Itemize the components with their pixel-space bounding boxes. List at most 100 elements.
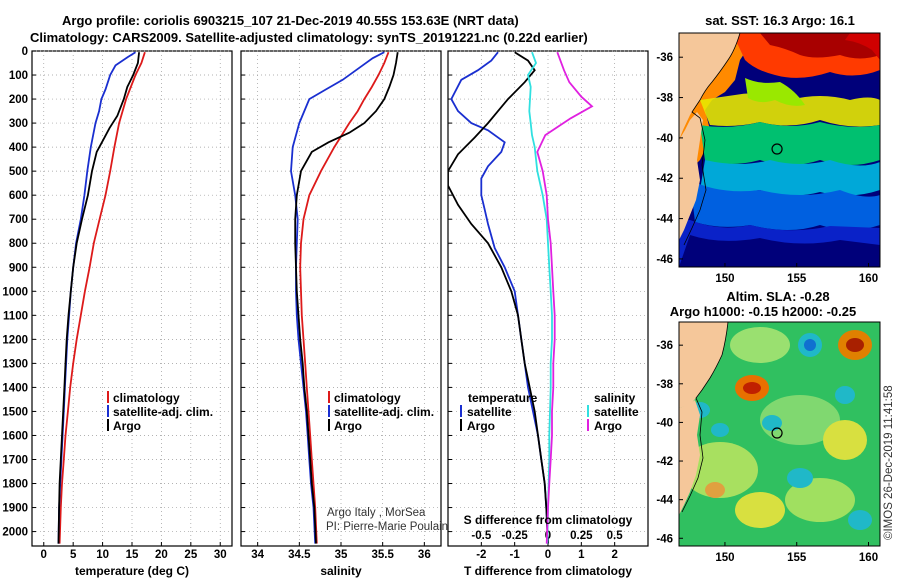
map-tick-labels: 150 155 160 -36 -38 -40 -42 -44 -46 150 155 160 -36 -… [656,52,878,564]
sla-map-image [679,322,880,546]
t-difference-tick-label: 2 [611,549,617,561]
depth-tick-label: 600 [9,190,28,202]
map-lon-tick-label: 160 [859,552,878,564]
s-difference-tick-label: 0.25 [570,530,593,542]
s-difference-tick-label: 0.5 [607,530,624,542]
legend-climatology-label: climatology [334,391,401,405]
salinity-tick-label: 34 [251,549,264,561]
salinity-tick-label: 35.5 [371,549,394,561]
series-line-argo [57,52,140,544]
map-lat-tick-label: -38 [656,379,673,391]
depth-tick-label: 1200 [2,334,28,346]
depth-tick-label: 700 [9,214,28,226]
legend-s-argo-label: Argo [594,419,622,433]
x-tick-labels: 0 5 10 15 20 25 30 34 34.5 35 35.5 36 -2 -1 0 1 2 -0.5 -0.… [41,530,624,561]
map-lat-tick-label: -40 [656,417,673,429]
series-line-climatology [58,51,146,544]
map-lon-tick-label: 155 [787,273,807,285]
series-line-salinity-argo [536,51,594,544]
legend-climatology-label: climatology [113,391,180,405]
temperature-legend: climatology satellite-adj. clim. Argo [107,391,213,433]
s-difference-tick-label: -0.5 [471,530,491,542]
legend-argo-label: Argo [113,419,141,433]
legend-satellite-label: satellite-adj. clim. [113,405,213,419]
depth-tick-label: 0 [22,46,28,58]
credit-program: Argo Italy , MorSea [327,507,426,519]
salinity-tick-label: 36 [418,549,431,561]
t-difference-tick-label: -2 [476,549,486,561]
imos-credit: ©IMOS 26-Dec-2019 11:41:58 [883,385,895,540]
sla-map-subtitle: Argo h1000: -0.15 h2000: -0.25 [670,304,856,319]
map-lat-tick-label: -40 [656,133,673,145]
legend-satellite-label: satellite-adj. clim. [334,405,434,419]
depth-tick-label: 900 [9,262,28,274]
map-lat-tick-label: -44 [656,214,673,226]
t-difference-tick-label: -1 [510,549,521,561]
figure-title-line2: Climatology: CARS2009. Satellite-adjuste… [30,30,588,45]
series-line-climatology [299,51,390,544]
map-lat-tick-label: -36 [656,340,673,352]
depth-tick-label: 1500 [2,406,28,418]
s-difference-tick-label: -0.25 [502,530,529,542]
sla-map-title: Altim. SLA: -0.28 [726,289,829,304]
temperature-tick-label: 5 [70,549,77,561]
depth-tick-label: 1400 [2,382,28,394]
depth-tick-label: 1900 [2,503,28,515]
t-difference-tick-label: 1 [578,549,585,561]
legend-s-satellite-label: satellite [594,405,639,419]
temperature-tick-label: 0 [41,549,47,561]
depth-tick-label: 1100 [3,310,28,322]
map-lon-tick-label: 155 [787,552,807,564]
depth-ticks: 0 100 200 300 400 500 600 700 800 900 1000 1100 1200… [2,46,28,539]
credit-pi: PI: Pierre-Marie Poulain [326,521,448,533]
series-line-salinity-satellite [527,51,553,544]
series-line-argo [294,52,399,544]
temperature-tick-label: 25 [184,549,197,561]
map-lon-tick-label: 160 [859,273,878,285]
depth-tick-label: 300 [9,118,28,130]
s-difference-axis-label: S difference from climatology [464,513,633,527]
sla-map-frame [678,321,881,547]
sst-map-frame [678,32,881,268]
series-line-satellite-adj-clim- [290,51,385,544]
legend-temperature-header: temperature [468,391,538,405]
map-lat-tick-label: -42 [656,173,673,185]
map-lat-tick-label: -46 [656,254,673,266]
sla-float-marker [771,427,783,439]
map-lon-tick-label: 150 [715,273,734,285]
sst-float-marker [771,143,783,155]
depth-tick-label: 400 [9,142,28,154]
sst-map-image [679,33,880,267]
map-lat-tick-label: -38 [656,93,673,105]
legend-t-argo-label: Argo [467,419,495,433]
depth-tick-label: 1800 [2,479,28,491]
depth-tick-label: 1700 [2,454,28,466]
grid-lines [32,50,648,546]
profile-series [57,51,594,544]
temperature-tick-label: 20 [155,549,168,561]
depth-tick-label: 100 [9,70,28,82]
t-difference-axis-label: T difference from climatology [464,564,632,578]
sst-map-title: sat. SST: 16.3 Argo: 16.1 [705,13,855,28]
map-lat-tick-label: -44 [656,495,673,507]
depth-tick-label: 2000 [2,527,28,539]
legend-salinity-header: salinity [594,391,636,405]
difference-legend: temperature salinity satellite Argo sate… [460,391,639,433]
t-difference-tick-label: 0 [545,549,551,561]
map-lat-tick-label: -36 [656,52,673,64]
depth-tick-label: 1300 [2,358,28,370]
map-lat-tick-label: -46 [656,533,673,545]
salinity-axis-label: salinity [320,564,362,578]
salinity-tick-label: 34.5 [288,549,311,561]
salinity-tick-label: 35 [335,549,348,561]
depth-tick-label: 1000 [2,286,28,298]
legend-t-satellite-label: satellite [467,405,512,419]
map-lat-tick-label: -42 [656,456,673,468]
depth-tick-label: 200 [9,94,28,106]
depth-tick-label: 800 [9,238,28,250]
temperature-tick-label: 30 [214,549,227,561]
figure-title-line1: Argo profile: coriolis 6903215_107 21-De… [62,13,519,28]
series-line-temperature-satellite [450,51,549,544]
temperature-axis-label: temperature (deg C) [75,564,189,578]
